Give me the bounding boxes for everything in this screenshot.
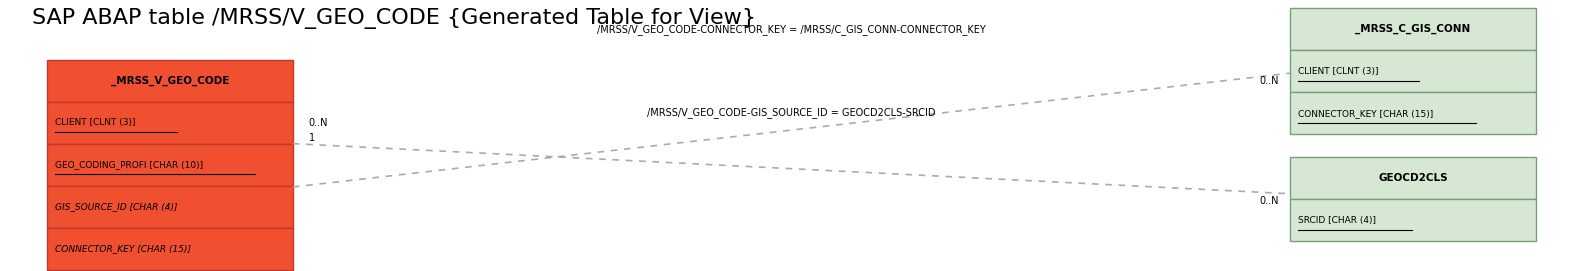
Text: GEOCD2CLS: GEOCD2CLS (1379, 173, 1447, 183)
Text: SRCID [CHAR (4)]: SRCID [CHAR (4)] (1298, 216, 1376, 225)
Text: /MRSS/V_GEO_CODE-CONNECTOR_KEY = /MRSS/C_GIS_CONN-CONNECTOR_KEY: /MRSS/V_GEO_CODE-CONNECTOR_KEY = /MRSS/C… (597, 24, 986, 35)
Text: CONNECTOR_KEY [CHAR (15)]: CONNECTOR_KEY [CHAR (15)] (55, 244, 192, 253)
Text: CLIENT [CLNT (3)]: CLIENT [CLNT (3)] (55, 118, 136, 127)
FancyBboxPatch shape (47, 228, 293, 270)
Text: _MRSS_C_GIS_CONN: _MRSS_C_GIS_CONN (1355, 24, 1471, 34)
Text: SAP ABAP table /MRSS/V_GEO_CODE {Generated Table for View}: SAP ABAP table /MRSS/V_GEO_CODE {Generat… (32, 8, 755, 29)
FancyBboxPatch shape (1290, 8, 1536, 50)
Text: 0..N: 0..N (309, 118, 328, 128)
Text: GIS_SOURCE_ID [CHAR (4)]: GIS_SOURCE_ID [CHAR (4)] (55, 202, 177, 211)
FancyBboxPatch shape (47, 186, 293, 228)
Text: /MRSS/V_GEO_CODE-GIS_SOURCE_ID = GEOCD2CLS-SRCID: /MRSS/V_GEO_CODE-GIS_SOURCE_ID = GEOCD2C… (647, 107, 936, 118)
FancyBboxPatch shape (47, 144, 293, 186)
Text: 0..N: 0..N (1260, 76, 1279, 86)
FancyBboxPatch shape (1290, 157, 1536, 199)
Text: 0..N: 0..N (1260, 196, 1279, 205)
Text: _MRSS_V_GEO_CODE: _MRSS_V_GEO_CODE (111, 76, 230, 86)
FancyBboxPatch shape (47, 60, 293, 102)
Text: CONNECTOR_KEY [CHAR (15)]: CONNECTOR_KEY [CHAR (15)] (1298, 109, 1433, 118)
Text: 1: 1 (309, 133, 315, 143)
FancyBboxPatch shape (47, 102, 293, 144)
FancyBboxPatch shape (1290, 92, 1536, 134)
Text: GEO_CODING_PROFI [CHAR (10)]: GEO_CODING_PROFI [CHAR (10)] (55, 160, 204, 169)
Text: CLIENT [CLNT (3)]: CLIENT [CLNT (3)] (1298, 67, 1379, 76)
FancyBboxPatch shape (1290, 50, 1536, 92)
FancyBboxPatch shape (1290, 199, 1536, 241)
